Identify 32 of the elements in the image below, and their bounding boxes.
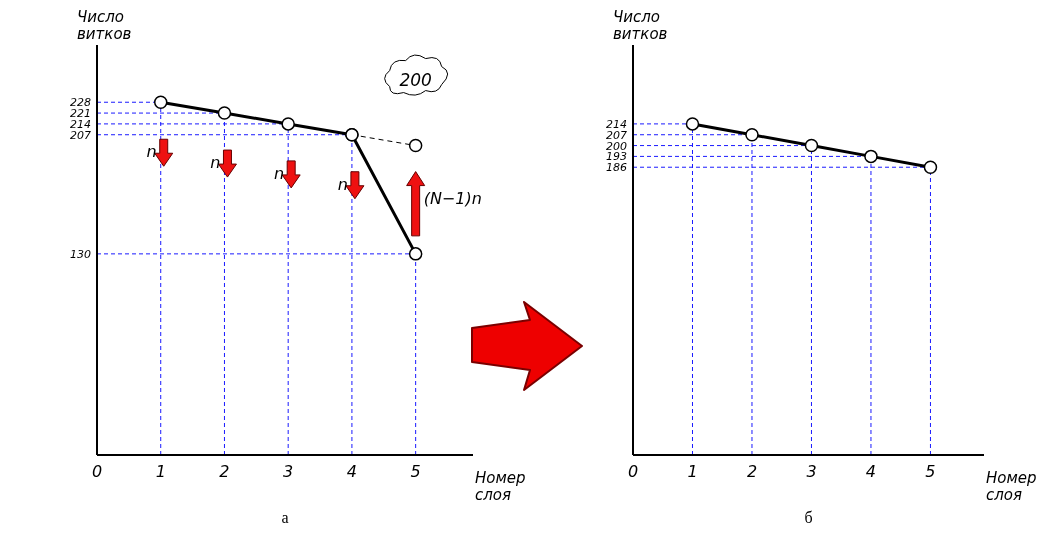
text: а [281,509,289,526]
x-tick-label: 2 [219,462,230,481]
x-tick-label: 5 [410,462,421,481]
y-tick-label: 228 [70,96,91,110]
y-axis-title: Число витков [613,8,668,43]
y-tick-label: 130 [70,247,91,261]
x-tick-label: 4 [346,462,358,481]
y-axis-title: Число витков [77,8,132,43]
x-tick-label: 5 [925,462,936,481]
y-tick-label: 207 [606,128,627,142]
annotation: n [337,174,348,194]
x-axis-title: Номер слоя [986,469,1037,504]
y-tick-label: 193 [606,150,627,164]
data-label: 200 [399,69,432,90]
x-tick-label: 1 [687,462,698,481]
x-axis-title: Номер слоя [475,469,526,504]
annotation: n [210,153,221,173]
x-tick-label: 0 [627,462,639,481]
annotation: n [146,142,157,162]
x-tick-label: 4 [865,462,877,481]
y-tick-label: 200 [606,139,627,153]
x-tick-label: 3 [806,462,817,481]
x-tick-label: 2 [746,462,758,481]
x-tick-label: 0 [91,462,103,481]
x-tick-label: 1 [155,462,166,481]
y-tick-label: 186 [606,161,627,175]
annotation: n [274,163,285,183]
x-tick-label: 3 [283,462,294,481]
text: б [804,509,813,526]
y-tick-label: 214 [606,117,627,131]
y-tick-label: 207 [70,128,91,142]
annotation: (N−1)n [423,188,482,208]
